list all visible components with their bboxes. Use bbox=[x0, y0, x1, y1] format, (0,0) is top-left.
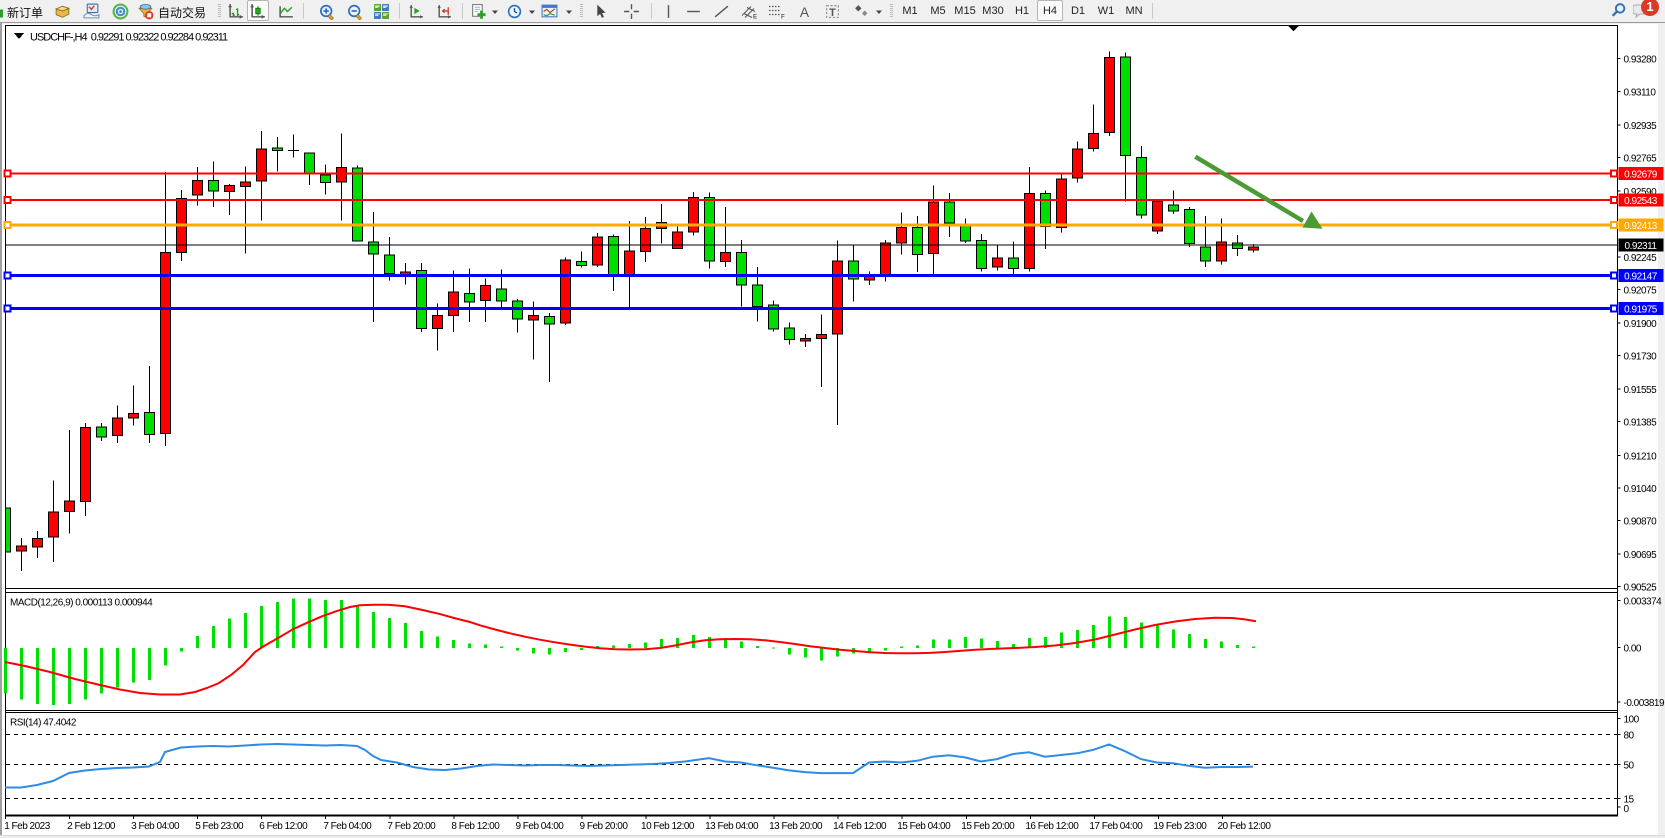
svg-text:0.90870: 0.90870 bbox=[1624, 516, 1658, 527]
svg-text:100: 100 bbox=[1624, 714, 1640, 725]
svg-text:0.92147: 0.92147 bbox=[1624, 272, 1658, 283]
svg-text:-0.003819: -0.003819 bbox=[1624, 698, 1665, 709]
svg-text:0.91975: 0.91975 bbox=[1624, 305, 1658, 316]
svg-text:RSI(14) 47.4042: RSI(14) 47.4042 bbox=[10, 718, 77, 729]
svg-text:MACD(12,26,9) 0.000113 0.00094: MACD(12,26,9) 0.000113 0.000944 bbox=[10, 598, 153, 609]
svg-text:15 Feb 20:00: 15 Feb 20:00 bbox=[961, 821, 1015, 832]
svg-text:19 Feb 23:00: 19 Feb 23:00 bbox=[1153, 821, 1207, 832]
svg-text:0.91040: 0.91040 bbox=[1624, 484, 1658, 495]
svg-text:0.003374: 0.003374 bbox=[1624, 597, 1663, 608]
svg-text:13 Feb 20:00: 13 Feb 20:00 bbox=[769, 821, 823, 832]
svg-text:10 Feb 12:00: 10 Feb 12:00 bbox=[641, 821, 695, 832]
svg-text:8 Feb 12:00: 8 Feb 12:00 bbox=[451, 821, 500, 832]
svg-text:0.92413: 0.92413 bbox=[1624, 221, 1658, 232]
svg-text:0.92543: 0.92543 bbox=[1624, 196, 1658, 207]
svg-text:0.91730: 0.91730 bbox=[1624, 352, 1658, 363]
svg-text:0.91555: 0.91555 bbox=[1624, 385, 1658, 396]
svg-text:50: 50 bbox=[1624, 760, 1635, 771]
svg-text:USDCHF-,H4 0.92291 0.92322 0.: USDCHF-,H4 0.92291 0.92322 0.92284 0.923… bbox=[30, 32, 228, 44]
svg-text:1 Feb 2023: 1 Feb 2023 bbox=[4, 821, 51, 832]
svg-text:14 Feb 12:00: 14 Feb 12:00 bbox=[833, 821, 887, 832]
svg-text:80: 80 bbox=[1624, 731, 1635, 742]
svg-text:0.93110: 0.93110 bbox=[1624, 87, 1657, 98]
svg-text:0.91210: 0.91210 bbox=[1624, 451, 1658, 462]
svg-text:7 Feb 20:00: 7 Feb 20:00 bbox=[387, 821, 436, 832]
svg-text:9 Feb 20:00: 9 Feb 20:00 bbox=[580, 821, 629, 832]
svg-text:0.92590: 0.92590 bbox=[1624, 187, 1658, 198]
svg-text:20 Feb 12:00: 20 Feb 12:00 bbox=[1217, 821, 1271, 832]
svg-text:0.91385: 0.91385 bbox=[1624, 418, 1658, 429]
svg-text:0.92765: 0.92765 bbox=[1624, 153, 1658, 164]
svg-text:5 Feb 23:00: 5 Feb 23:00 bbox=[195, 821, 244, 832]
svg-text:E: E bbox=[753, 15, 757, 21]
svg-text:9 Feb 04:00: 9 Feb 04:00 bbox=[515, 821, 564, 832]
svg-text:0: 0 bbox=[1624, 804, 1630, 815]
svg-text:T: T bbox=[829, 7, 836, 19]
svg-text:0.90525: 0.90525 bbox=[1624, 583, 1658, 594]
svg-text:17 Feb 04:00: 17 Feb 04:00 bbox=[1089, 821, 1143, 832]
svg-text:A: A bbox=[800, 4, 810, 20]
svg-text:16 Feb 12:00: 16 Feb 12:00 bbox=[1025, 821, 1079, 832]
svg-text:15 Feb 04:00: 15 Feb 04:00 bbox=[897, 821, 951, 832]
svg-text:0.92311: 0.92311 bbox=[1625, 241, 1658, 252]
svg-text:F: F bbox=[781, 15, 785, 21]
svg-text:0.92075: 0.92075 bbox=[1624, 286, 1658, 297]
svg-text:0.90695: 0.90695 bbox=[1624, 550, 1658, 561]
svg-text:0.00: 0.00 bbox=[1624, 644, 1642, 655]
svg-text:7 Feb 04:00: 7 Feb 04:00 bbox=[323, 821, 372, 832]
svg-text:2 Feb 12:00: 2 Feb 12:00 bbox=[67, 821, 116, 832]
svg-text:0.91900: 0.91900 bbox=[1624, 319, 1658, 330]
svg-text:6 Feb 12:00: 6 Feb 12:00 bbox=[259, 821, 308, 832]
svg-text:3 Feb 04:00: 3 Feb 04:00 bbox=[131, 821, 180, 832]
svg-text:0.93280: 0.93280 bbox=[1624, 55, 1658, 66]
svg-text:0.92245: 0.92245 bbox=[1624, 253, 1658, 264]
svg-text:0.92935: 0.92935 bbox=[1624, 121, 1658, 132]
svg-text:15: 15 bbox=[1624, 795, 1635, 806]
svg-text:0.92679: 0.92679 bbox=[1624, 170, 1658, 181]
svg-text:13 Feb 04:00: 13 Feb 04:00 bbox=[705, 821, 759, 832]
